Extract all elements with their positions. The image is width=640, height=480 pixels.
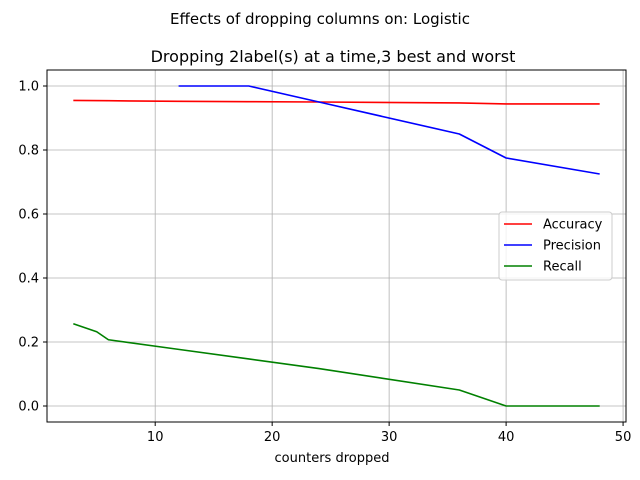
x-tick-label: 30 <box>381 430 398 445</box>
legend-box <box>498 211 613 281</box>
x-axis-label: counters dropped <box>275 451 390 466</box>
axis-ticks: 10 20 30 40 50 0.0 0.2 0.4 0.6 0.8 1.0 <box>18 80 631 446</box>
x-tick-label: 20 <box>264 430 281 445</box>
grid <box>47 70 626 422</box>
series-line-precision <box>178 85 600 175</box>
x-tick-label: 10 <box>147 430 164 445</box>
series-lines <box>73 85 600 407</box>
series-line-accuracy <box>73 99 600 105</box>
series-line-recall <box>73 323 600 407</box>
legend-label-precision: Precision <box>543 239 601 254</box>
legend: Accuracy Precision Recall <box>498 211 613 281</box>
figure-suptitle: Effects of dropping columns on: Logistic <box>170 10 470 28</box>
axes-frame <box>46 69 627 423</box>
legend-label-accuracy: Accuracy <box>543 218 603 233</box>
chart-title: Dropping 2label(s) at a time,3 best and … <box>151 47 516 66</box>
y-tick-label: 0.2 <box>18 336 39 351</box>
x-tick-label: 40 <box>498 430 515 445</box>
y-tick-label: 0.0 <box>18 400 39 415</box>
y-tick-label: 0.4 <box>18 272 39 287</box>
legend-label-recall: Recall <box>543 260 582 275</box>
y-tick-label: 0.8 <box>18 144 39 159</box>
x-tick-label: 50 <box>615 430 632 445</box>
y-tick-label: 0.6 <box>18 208 39 223</box>
y-tick-label: 1.0 <box>18 80 39 95</box>
